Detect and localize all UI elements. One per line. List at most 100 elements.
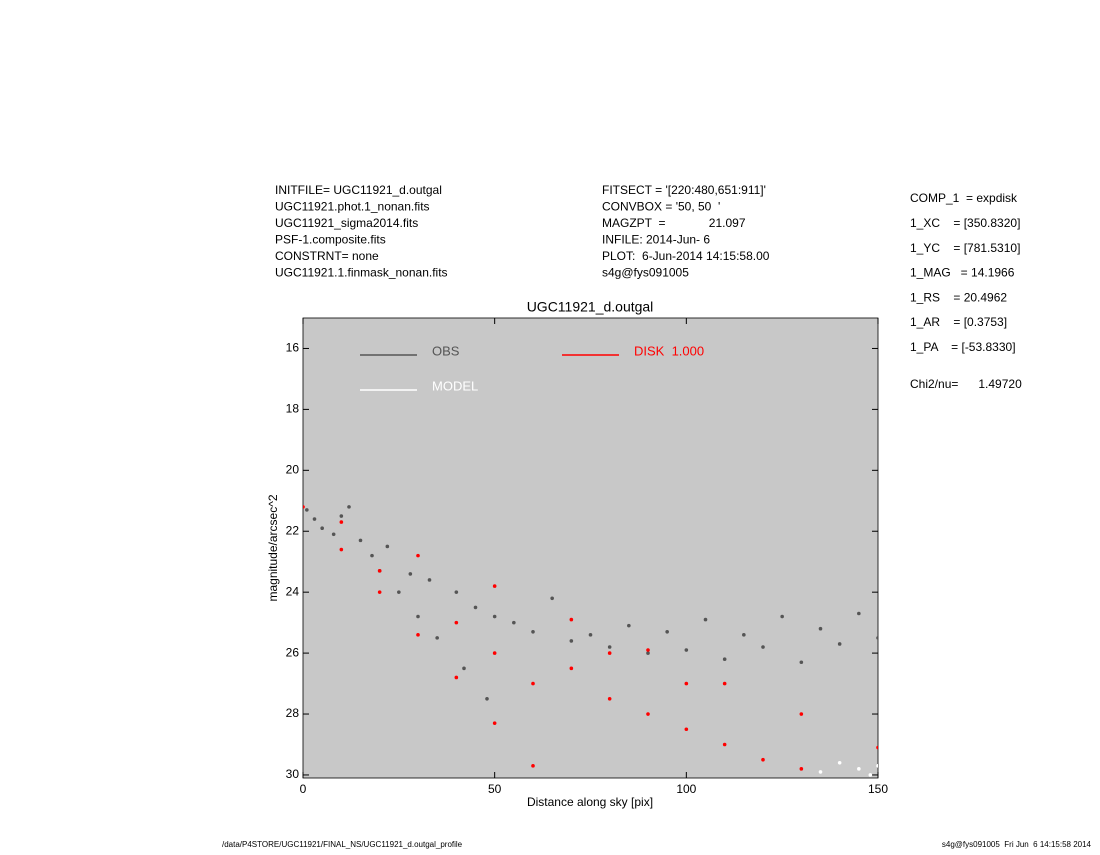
- point: [492, 614, 497, 619]
- point: [868, 773, 873, 777]
- x-tick-label: 100: [676, 782, 696, 796]
- y-tick-label: 20: [286, 462, 300, 476]
- point: [531, 764, 535, 768]
- point: [347, 505, 351, 509]
- header-middle-line: FITSECT = '[220:480,651:911]': [602, 183, 766, 197]
- point: [435, 636, 439, 640]
- point: [305, 508, 309, 512]
- header-left-line: UGC11921.phot.1_nonan.fits: [275, 200, 430, 214]
- point: [512, 620, 516, 625]
- point: [454, 675, 459, 680]
- header-left-line: INITFILE= UGC11921_d.outgal: [275, 183, 442, 197]
- point: [780, 614, 784, 619]
- point: [876, 636, 878, 640]
- point: [818, 626, 823, 631]
- point: [485, 696, 489, 701]
- header-middle-line: MAGZPT = 21.097: [602, 216, 746, 230]
- point: [312, 517, 317, 521]
- point: [377, 590, 382, 594]
- y-tick-label: 30: [286, 767, 300, 781]
- point: [837, 642, 842, 646]
- point: [646, 712, 650, 716]
- point: [339, 547, 344, 552]
- point: [703, 617, 708, 622]
- y-tick-label: 24: [286, 584, 300, 598]
- point: [492, 721, 497, 725]
- point: [857, 611, 861, 616]
- x-tick-label: 50: [488, 782, 502, 796]
- fit-parameter: 1_YC = [781.5310]: [910, 241, 1020, 255]
- point: [799, 660, 804, 665]
- header-middle-line: INFILE: 2014-Jun- 6: [602, 233, 710, 247]
- point: [627, 623, 631, 628]
- fit-parameter: 1_PA = [-53.8330]: [910, 340, 1016, 354]
- point: [358, 538, 363, 543]
- point: [408, 572, 413, 576]
- point: [492, 584, 497, 588]
- point: [454, 590, 459, 594]
- plot-area: [302, 317, 879, 779]
- fit-parameter: COMP_1 = expdisk: [910, 191, 1018, 205]
- point: [550, 596, 554, 601]
- y-axis-label: magnitude/arcsec^2: [266, 494, 280, 601]
- point: [416, 553, 420, 558]
- point: [569, 666, 574, 671]
- point: [876, 745, 878, 750]
- points: [303, 505, 878, 777]
- point: [454, 620, 459, 625]
- point: [607, 645, 612, 649]
- point: [492, 651, 497, 655]
- point: [761, 757, 765, 762]
- footer-right: s4g@fys091005 Fri Jun 6 14:15:58 2014: [942, 840, 1092, 849]
- point: [665, 629, 669, 634]
- footer-left: /data/P4STORE/UGC11921/FINAL_NS/UGC11921…: [222, 840, 463, 849]
- point: [722, 742, 727, 747]
- fit-parameter: 1_XC = [350.8320]: [910, 216, 1020, 230]
- point: [397, 590, 401, 594]
- point: [818, 770, 823, 774]
- point: [761, 645, 765, 649]
- x-axis-label: Distance along sky [pix]: [527, 795, 653, 809]
- point: [876, 764, 878, 768]
- point: [837, 760, 842, 765]
- point: [339, 520, 344, 524]
- fit-parameter: 1_RS = 20.4962: [910, 290, 1007, 304]
- point: [684, 648, 689, 652]
- point: [646, 651, 650, 655]
- point: [531, 629, 535, 634]
- header-left-line: PSF-1.composite.fits: [275, 233, 386, 247]
- y-tick-label: 28: [286, 706, 300, 720]
- point: [416, 614, 420, 619]
- header-left-line: UGC11921.1.finmask_nonan.fits: [275, 266, 448, 280]
- point: [462, 666, 466, 671]
- point: [473, 605, 478, 610]
- point: [857, 767, 861, 771]
- x-tick-label: 150: [868, 782, 888, 796]
- point: [742, 633, 746, 637]
- x-tick-label: 0: [300, 782, 307, 796]
- fit-parameter: 1_MAG = 14.1966: [910, 266, 1015, 280]
- point: [722, 681, 727, 686]
- header-left-line: UGC11921_sigma2014.fits: [275, 216, 418, 230]
- point: [684, 727, 689, 732]
- point: [569, 639, 574, 643]
- y-tick-label: 18: [286, 402, 300, 416]
- point: [385, 544, 390, 549]
- header-left-line: CONSTRNT= none: [275, 249, 379, 263]
- point: [339, 514, 344, 518]
- point: [646, 648, 650, 652]
- point: [427, 578, 432, 582]
- point: [370, 553, 374, 558]
- point: [684, 681, 689, 686]
- point: [303, 505, 305, 509]
- point: [331, 532, 336, 537]
- y-tick-label: 26: [286, 645, 300, 659]
- header-middle-line: CONVBOX = '50, 50 ': [602, 200, 720, 214]
- y-tick-label: 16: [286, 341, 300, 355]
- legend-label: OBS: [432, 343, 460, 358]
- point: [607, 651, 612, 655]
- y-tick-label: 22: [286, 523, 300, 537]
- point: [569, 617, 574, 622]
